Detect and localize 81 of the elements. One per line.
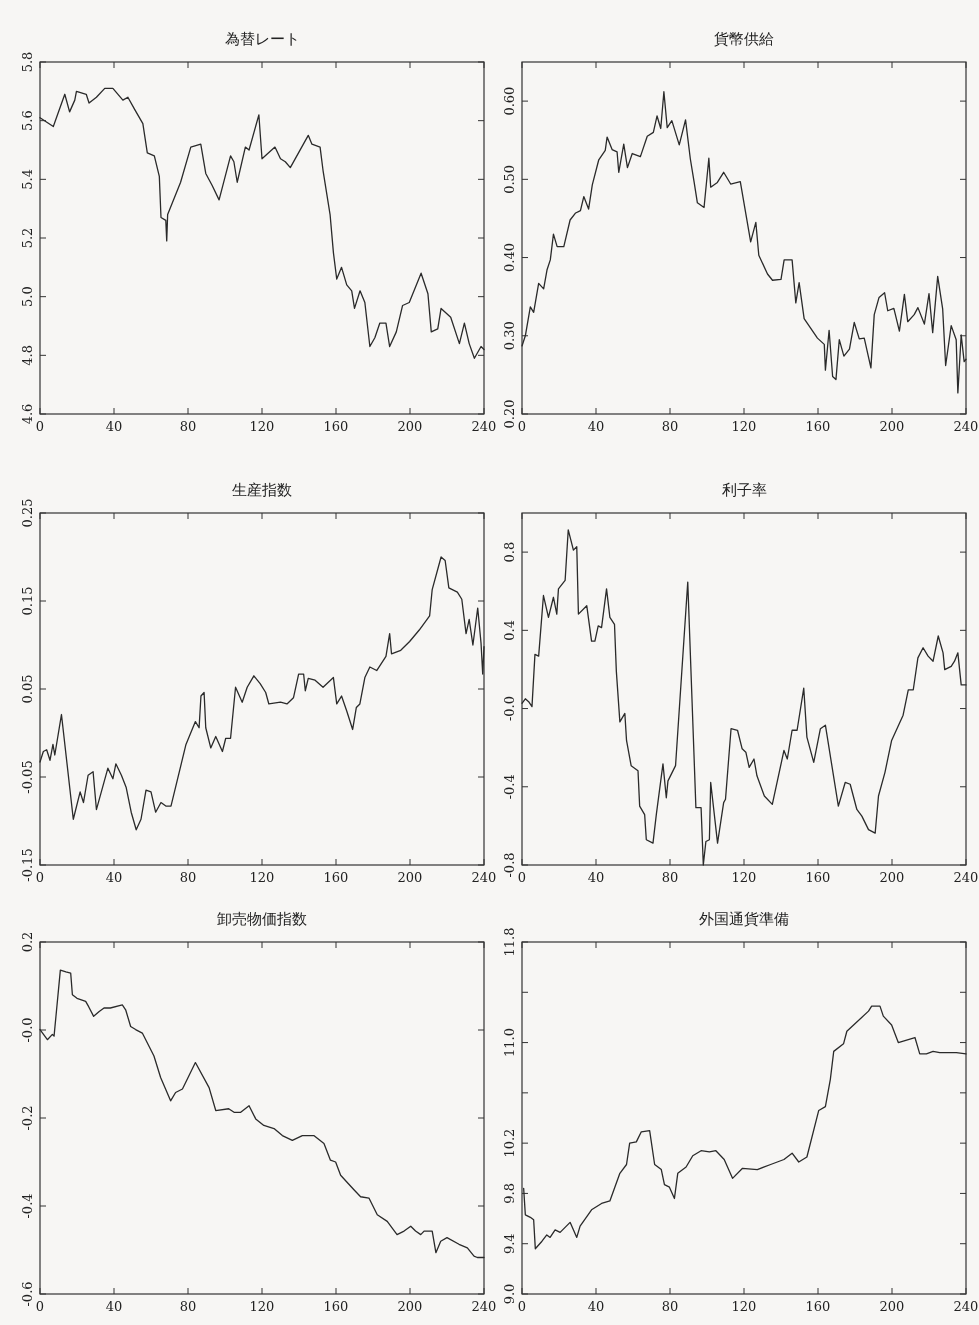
y-tick-label: -0.0 [20,1017,35,1043]
y-tick-label: -0.15 [20,848,35,882]
y-tick-label: -0.05 [20,760,35,794]
y-tick-label: 0.05 [20,674,35,704]
y-tick-label: 0.30 [502,321,517,351]
y-tick-label: 9.4 [502,1233,517,1255]
y-tick-label: 5.8 [20,51,35,73]
x-tick-label: 40 [587,1299,605,1314]
y-tick-label: 11.0 [502,1028,517,1058]
x-tick-label: 120 [249,419,275,434]
x-tick-label: 200 [879,419,905,434]
y-tick-label: 9.0 [502,1283,517,1305]
y-tick-label: 0.40 [502,243,517,273]
x-tick-label: 160 [323,870,349,885]
x-tick-label: 40 [105,1299,123,1314]
y-tick-label: 0.2 [20,931,35,953]
y-tick-label: 4.6 [20,403,35,425]
x-tick-label: 160 [805,419,831,434]
y-tick-label: 5.4 [20,168,35,190]
x-tick-label: 240 [471,1299,497,1314]
y-tick-label: -0.4 [502,774,517,800]
x-tick-label: 80 [179,870,197,885]
x-tick-label: 80 [661,1299,679,1314]
chart-title: 生産指数 [232,481,292,499]
chart-title: 利子率 [721,481,767,499]
y-tick-label: -0.2 [20,1105,35,1131]
x-tick-label: 40 [105,419,123,434]
y-tick-label: -0.8 [502,852,517,878]
y-tick-label: 0.60 [502,86,517,116]
x-tick-label: 200 [397,870,423,885]
x-tick-label: 120 [731,419,757,434]
x-tick-label: 40 [587,870,605,885]
x-tick-label: 0 [517,1299,527,1314]
y-tick-label: -0.4 [20,1193,35,1219]
y-tick-label: 5.2 [20,227,35,249]
x-tick-label: 80 [179,1299,197,1314]
x-tick-label: 0 [517,870,527,885]
y-tick-label: 9.8 [502,1183,517,1204]
x-tick-label: 160 [805,870,831,885]
y-tick-label: 0.25 [20,498,35,528]
y-tick-label: -0.0 [502,696,517,722]
x-tick-label: 200 [879,1299,905,1314]
y-tick-label: 0.4 [502,619,517,641]
x-tick-label: 120 [731,870,757,885]
y-tick-label: 0.8 [502,541,517,563]
x-tick-label: 240 [953,419,979,434]
chart-title: 外国通貨準備 [699,910,789,928]
x-tick-label: 120 [249,1299,275,1314]
x-tick-label: 160 [323,419,349,434]
y-tick-label: 4.8 [20,344,35,366]
y-tick-label: -0.6 [20,1281,35,1307]
x-tick-label: 240 [953,870,979,885]
x-tick-label: 200 [879,870,905,885]
x-tick-label: 0 [517,419,527,434]
chart-title: 貨幣供給 [714,30,774,48]
x-tick-label: 160 [805,1299,831,1314]
x-tick-label: 200 [397,419,423,434]
x-tick-label: 80 [661,870,679,885]
y-tick-label: 0.50 [502,164,517,194]
chart-title: 卸売物価指数 [217,910,307,928]
x-tick-label: 160 [323,1299,349,1314]
y-tick-label: 0.15 [20,586,35,616]
x-tick-label: 120 [731,1299,757,1314]
y-tick-label: 11.8 [502,927,517,957]
x-tick-label: 0 [35,419,45,434]
y-tick-label: 0.20 [502,399,517,429]
x-tick-label: 120 [249,870,275,885]
y-tick-label: 5.6 [20,110,35,132]
x-tick-label: 0 [35,870,45,885]
x-tick-label: 80 [661,419,679,434]
x-tick-label: 0 [35,1299,45,1314]
x-tick-label: 240 [471,419,497,434]
y-tick-label: 5.0 [20,286,35,308]
x-tick-label: 240 [953,1299,979,1314]
x-tick-label: 40 [587,419,605,434]
x-tick-label: 240 [471,870,497,885]
x-tick-label: 80 [179,419,197,434]
y-tick-label: 10.2 [502,1128,517,1158]
chart-title: 為替レート [224,30,300,48]
x-tick-label: 200 [397,1299,423,1314]
x-tick-label: 40 [105,870,123,885]
